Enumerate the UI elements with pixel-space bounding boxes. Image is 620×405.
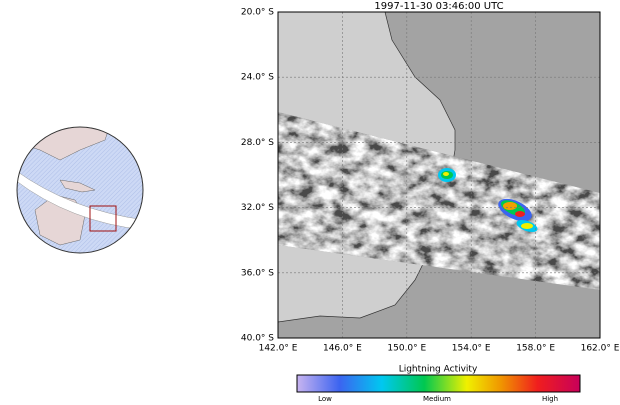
- globe-outline: [16, 126, 144, 254]
- lat-label: 36.0° S: [241, 268, 274, 278]
- color-bar: [296, 374, 581, 393]
- lon-label: 142.0° E: [259, 344, 298, 354]
- lon-label: 154.0° E: [452, 344, 491, 354]
- map: [278, 12, 600, 338]
- lat-label: 32.0° S: [241, 203, 274, 213]
- lat-label: 20.0° S: [241, 8, 274, 18]
- legend-label: High: [542, 395, 558, 403]
- lon-label: 146.0° E: [323, 344, 362, 354]
- lat-label: 40.0° S: [241, 334, 274, 344]
- lon-label: 158.0° E: [516, 344, 555, 354]
- globe: [17, 127, 143, 253]
- title: 1997-11-30 03:46:00 UTC: [374, 1, 503, 12]
- legend-title: Lightning Activity: [399, 365, 478, 375]
- lon-label: 162.0° E: [581, 344, 620, 354]
- lat-label: 24.0° S: [241, 73, 274, 83]
- legend-label: Low: [318, 395, 332, 403]
- legend-label: Medium: [423, 395, 451, 403]
- map-frame: [277, 11, 601, 339]
- lon-label: 150.0° E: [387, 344, 426, 354]
- lightning: [438, 168, 538, 233]
- lat-label: 28.0° S: [241, 138, 274, 148]
